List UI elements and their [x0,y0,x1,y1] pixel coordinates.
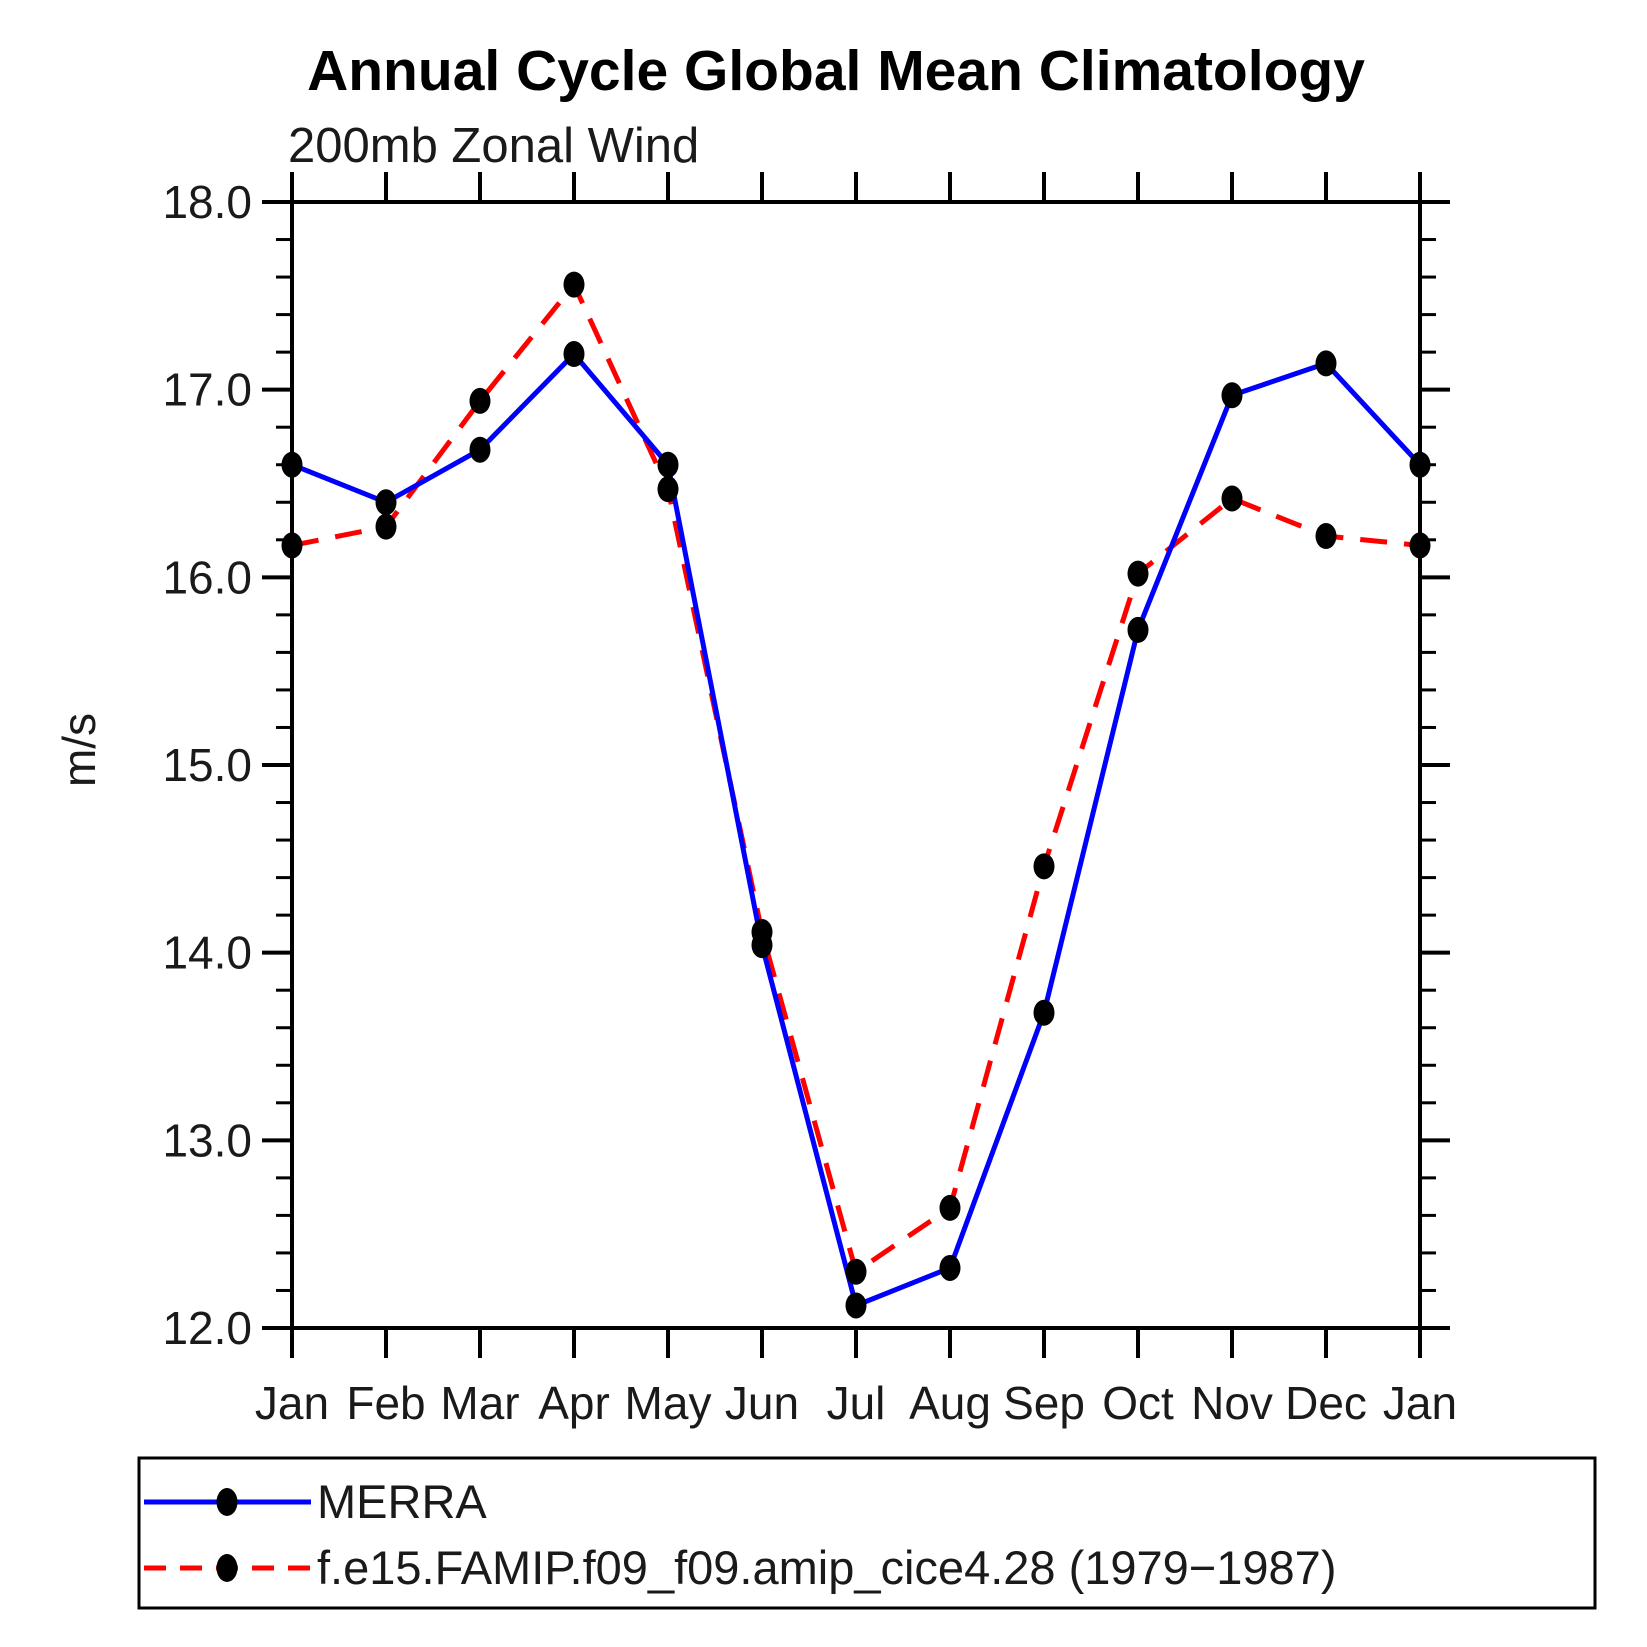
x-tick-label: Feb [346,1377,425,1429]
legend-label: f.e15.FAMIP.f09_f09.amip_cice4.28 (1979−… [317,1541,1336,1594]
data-point-marker [563,341,585,368]
data-point-marker [375,489,397,516]
legend-marker [216,1488,238,1516]
y-tick-label: 17.0 [162,364,252,416]
chart-title: Annual Cycle Global Mean Climatology [307,39,1365,103]
data-point-marker [657,476,679,503]
data-point-marker [845,1292,867,1319]
y-tick-label: 13.0 [162,1114,252,1166]
data-point-marker [375,513,397,540]
y-tick-labels: 12.0 13.0 14.0 15.0 16.0 17.0 18.0 [162,176,252,1354]
data-point-marker [1221,485,1243,512]
plot-frame [290,200,1422,1330]
x-tick-label: Jun [725,1377,799,1429]
x-tick-label: Mar [440,1377,519,1429]
x-tick-label: Jan [1383,1377,1457,1429]
y-tick-label: 15.0 [162,739,252,791]
series-line-f-e15-famip-f09-f09-amip [291,279,1421,1276]
y-tick-label: 16.0 [162,551,252,603]
x-tick-label: Jul [827,1377,886,1429]
legend-marker [216,1554,238,1582]
legend-label: MERRA [317,1475,487,1528]
data-point-marker [657,451,679,478]
x-tick-label: Oct [1102,1377,1174,1429]
data-point-marker [469,436,491,463]
data-point-marker [1033,999,1055,1026]
data-point-marker [751,919,773,946]
data-series [291,279,1422,1309]
data-point-marker [1315,350,1337,377]
data-markers [281,271,1431,1319]
data-point-marker [469,387,491,414]
data-point-marker [281,532,303,559]
axis-ticks [262,172,1450,1358]
data-point-marker [1409,451,1431,478]
plot-border [290,200,1422,1330]
data-point-marker [563,271,585,298]
x-tick-label: Nov [1191,1377,1273,1429]
x-tick-label: May [625,1377,712,1429]
data-point-marker [1409,532,1431,559]
data-point-marker [1127,616,1149,643]
legend-border [137,1456,1597,1610]
data-point-marker [845,1258,867,1285]
x-tick-label: Aug [909,1377,991,1429]
chart-subtitle: 200mb Zonal Wind [288,119,699,173]
x-tick-label: Dec [1285,1377,1367,1429]
data-point-marker [1033,853,1055,880]
data-point-marker [939,1194,961,1221]
x-tick-label: Jan [255,1377,329,1429]
data-point-marker [1127,560,1149,587]
y-axis-label: m/s [53,713,105,787]
y-tick-label: 14.0 [162,927,252,979]
x-tick-labels: Jan Feb Mar Apr May Jun Jul Aug Sep Oct Nov Dec Jan [255,1377,1457,1429]
data-point-marker [281,451,303,478]
x-tick-label: Apr [538,1377,610,1429]
y-tick-label: 12.0 [162,1302,252,1354]
data-point-marker [939,1254,961,1281]
y-tick-label: 18.0 [162,176,252,228]
legend-box: MERRA f.e15.FAMIP.f09_f09.amip_cice4.28 (… [137,1456,1597,1610]
series-line-merra [291,350,1422,1309]
x-tick-label: Sep [1003,1377,1085,1429]
data-point-marker [1315,523,1337,550]
data-point-marker [1221,382,1243,409]
